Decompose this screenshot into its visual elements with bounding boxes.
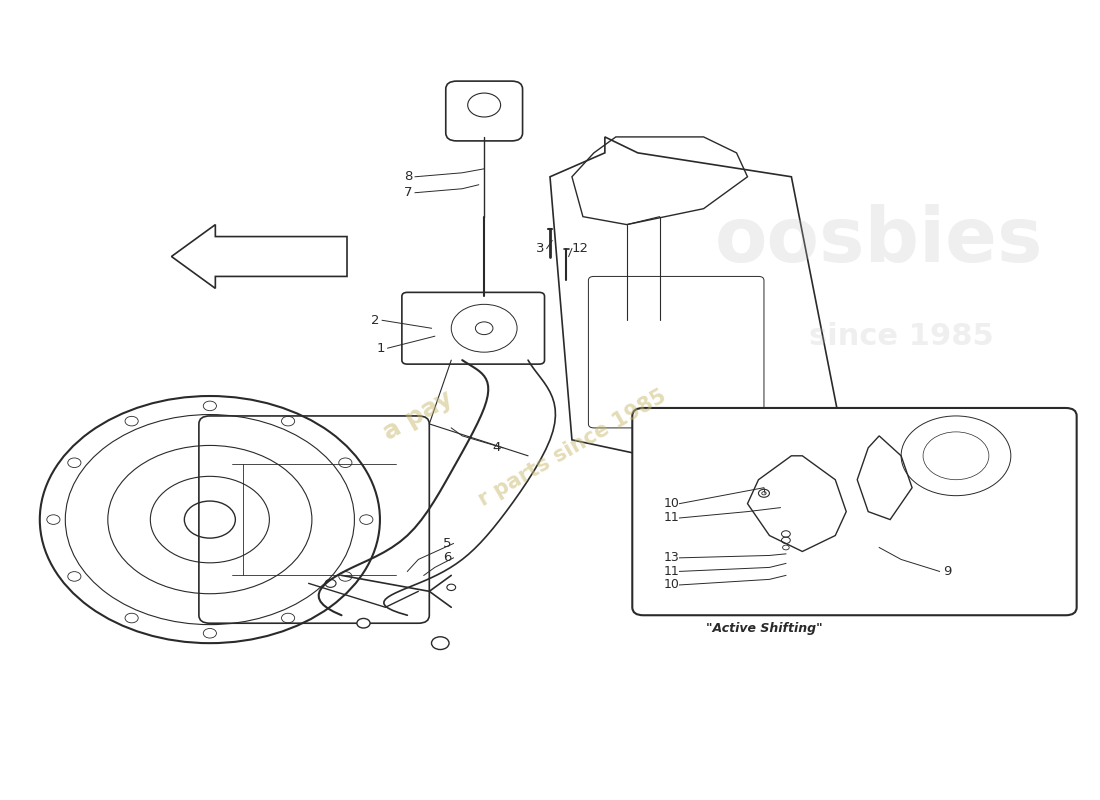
Text: 11: 11	[663, 565, 680, 578]
Text: 11: 11	[663, 511, 680, 525]
Text: 5: 5	[442, 537, 451, 550]
Text: 6: 6	[443, 551, 451, 564]
Text: 1: 1	[377, 342, 385, 354]
Text: 7: 7	[405, 186, 412, 199]
Text: 9: 9	[943, 565, 951, 578]
Text: 2: 2	[372, 314, 379, 326]
Text: since 1985: since 1985	[808, 322, 993, 350]
Text: r parts since 1985: r parts since 1985	[474, 386, 669, 510]
Circle shape	[356, 618, 370, 628]
Text: a pay: a pay	[379, 386, 458, 446]
Text: 3: 3	[536, 242, 544, 255]
Text: 12: 12	[572, 242, 588, 255]
Text: "Active Shifting": "Active Shifting"	[705, 622, 823, 634]
Text: 8: 8	[405, 170, 412, 183]
Text: 4: 4	[493, 442, 500, 454]
Text: oosbies: oosbies	[715, 203, 1044, 278]
Text: 10: 10	[663, 497, 680, 510]
Circle shape	[431, 637, 449, 650]
Text: 13: 13	[663, 551, 680, 564]
FancyBboxPatch shape	[632, 408, 1077, 615]
Text: 10: 10	[663, 578, 680, 591]
